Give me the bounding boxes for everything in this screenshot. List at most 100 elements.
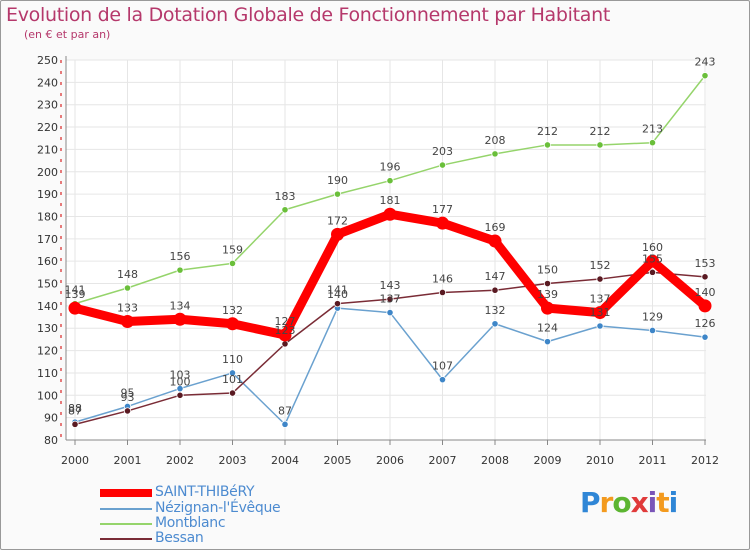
y-tick-label: 130 <box>37 322 58 335</box>
y-tick-label: 220 <box>37 121 58 134</box>
data-point-bessan <box>596 275 604 283</box>
data-point-bessan <box>438 288 447 297</box>
data-label-n-zignan-l-v-que: 126 <box>695 317 716 330</box>
data-point-n-zignan-l-v-que <box>438 376 447 384</box>
data-label-bessan: 146 <box>432 272 453 285</box>
x-tick-label: 2001 <box>114 454 142 467</box>
data-point-saint-thib-ry <box>436 216 449 230</box>
data-label-bessan: 155 <box>642 252 663 265</box>
axis-layer: 8090100110120130140150160170180190200210… <box>37 54 719 467</box>
data-label-layer: 141 148 156 159 183 190 196 203 208 212 212 213 243 8… <box>65 56 716 418</box>
data-label-montblanc: 203 <box>432 145 453 158</box>
data-point-n-zignan-l-v-que <box>596 322 604 330</box>
data-point-n-zignan-l-v-que <box>701 333 709 341</box>
data-point-saint-thib-ry <box>173 312 187 326</box>
data-point-saint-thib-ry <box>646 254 659 268</box>
data-point-montblanc <box>176 266 184 274</box>
data-point-bessan <box>228 389 237 397</box>
data-point-montblanc <box>438 161 447 169</box>
data-point-saint-thib-ry <box>226 317 239 331</box>
x-tick-label: 2010 <box>586 454 614 467</box>
x-tick-label: 2003 <box>219 454 247 467</box>
logo-letter: t <box>656 486 669 519</box>
logo-letter: P <box>580 486 601 519</box>
data-point-montblanc <box>701 72 709 80</box>
data-point-saint-thib-ry <box>698 299 712 313</box>
data-label-montblanc: 141 <box>65 284 86 297</box>
data-label-montblanc: 213 <box>642 123 663 136</box>
x-tick-label: 2008 <box>481 454 509 467</box>
x-tick-label: 2005 <box>324 454 352 467</box>
logo-letter: r <box>599 486 614 519</box>
data-point-saint-thib-ry <box>593 306 607 320</box>
data-point-montblanc <box>386 177 394 185</box>
data-label-n-zignan-l-v-que: 110 <box>222 353 243 366</box>
data-point-saint-thib-ry <box>383 207 397 221</box>
data-point-n-zignan-l-v-que <box>491 320 499 328</box>
y-tick-label: 120 <box>37 345 58 358</box>
data-label-montblanc: 156 <box>170 250 191 263</box>
data-label-saint-thib-ry: 169 <box>485 221 506 234</box>
data-point-bessan <box>281 340 289 348</box>
y-tick-label: 140 <box>37 300 58 313</box>
data-point-montblanc <box>281 206 289 214</box>
x-tick-label: 2004 <box>271 454 299 467</box>
data-label-n-zignan-l-v-que: 88 <box>68 402 82 415</box>
data-label-saint-thib-ry: 137 <box>590 293 611 306</box>
plot-background <box>66 60 706 440</box>
data-label-saint-thib-ry: 177 <box>432 203 453 216</box>
data-point-n-zignan-l-v-que <box>281 420 289 428</box>
data-point-montblanc <box>333 190 342 198</box>
data-label-montblanc: 148 <box>117 268 138 281</box>
legend-label: Nézignan-l'Évêque <box>155 500 281 516</box>
data-label-saint-thib-ry: 133 <box>117 302 138 315</box>
data-point-n-zignan-l-v-que <box>386 308 394 317</box>
data-point-montblanc <box>648 139 657 147</box>
data-label-saint-thib-ry: 139 <box>537 288 558 301</box>
data-label-saint-thib-ry: 139 <box>65 288 86 301</box>
data-point-bessan <box>491 286 499 294</box>
data-point-montblanc <box>596 141 604 149</box>
data-label-n-zignan-l-v-que: 140 <box>327 288 348 301</box>
data-label-montblanc: 183 <box>275 190 296 203</box>
data-point-montblanc <box>543 141 552 149</box>
y-tick-label: 180 <box>37 210 58 223</box>
data-label-montblanc: 212 <box>537 125 558 138</box>
data-label-montblanc: 196 <box>380 161 401 174</box>
data-label-n-zignan-l-v-que: 132 <box>485 304 506 317</box>
logo-letter: i <box>647 486 658 519</box>
legend-swatch <box>100 489 152 497</box>
y-tick-label: 110 <box>37 367 58 380</box>
data-label-saint-thib-ry: 134 <box>170 299 191 312</box>
y-tick-label: 160 <box>37 255 58 268</box>
y-tick-label: 190 <box>37 188 58 201</box>
y-tick-label: 250 <box>37 54 58 67</box>
x-tick-label: 2007 <box>429 454 457 467</box>
data-label-montblanc: 212 <box>590 125 611 138</box>
data-label-bessan: 143 <box>380 279 401 292</box>
data-point-montblanc <box>491 150 499 158</box>
data-point-bessan <box>71 420 79 428</box>
y-tick-label: 170 <box>37 233 58 246</box>
x-tick-label: 2012 <box>691 454 719 467</box>
data-label-bessan: 100 <box>170 375 191 388</box>
data-point-saint-thib-ry <box>278 328 292 342</box>
y-tick-label: 240 <box>37 76 58 89</box>
data-label-montblanc: 243 <box>695 56 716 69</box>
data-point-bessan <box>386 295 394 303</box>
y-tick-label: 200 <box>37 166 58 179</box>
data-label-montblanc: 159 <box>222 243 243 256</box>
x-tick-label: 2009 <box>534 454 562 467</box>
grid-layer <box>66 59 706 441</box>
data-label-bessan: 87 <box>68 404 82 417</box>
series-layer <box>68 72 712 428</box>
data-point-saint-thib-ry <box>331 227 344 241</box>
data-label-n-zignan-l-v-que: 131 <box>590 306 611 319</box>
y-tick-label: 80 <box>44 434 58 447</box>
legend-swatch <box>100 508 152 510</box>
legend-label: Bessan <box>155 530 204 546</box>
y-tick-label: 230 <box>37 99 58 112</box>
data-point-bessan <box>176 391 184 399</box>
y-tick-label: 150 <box>37 278 58 291</box>
